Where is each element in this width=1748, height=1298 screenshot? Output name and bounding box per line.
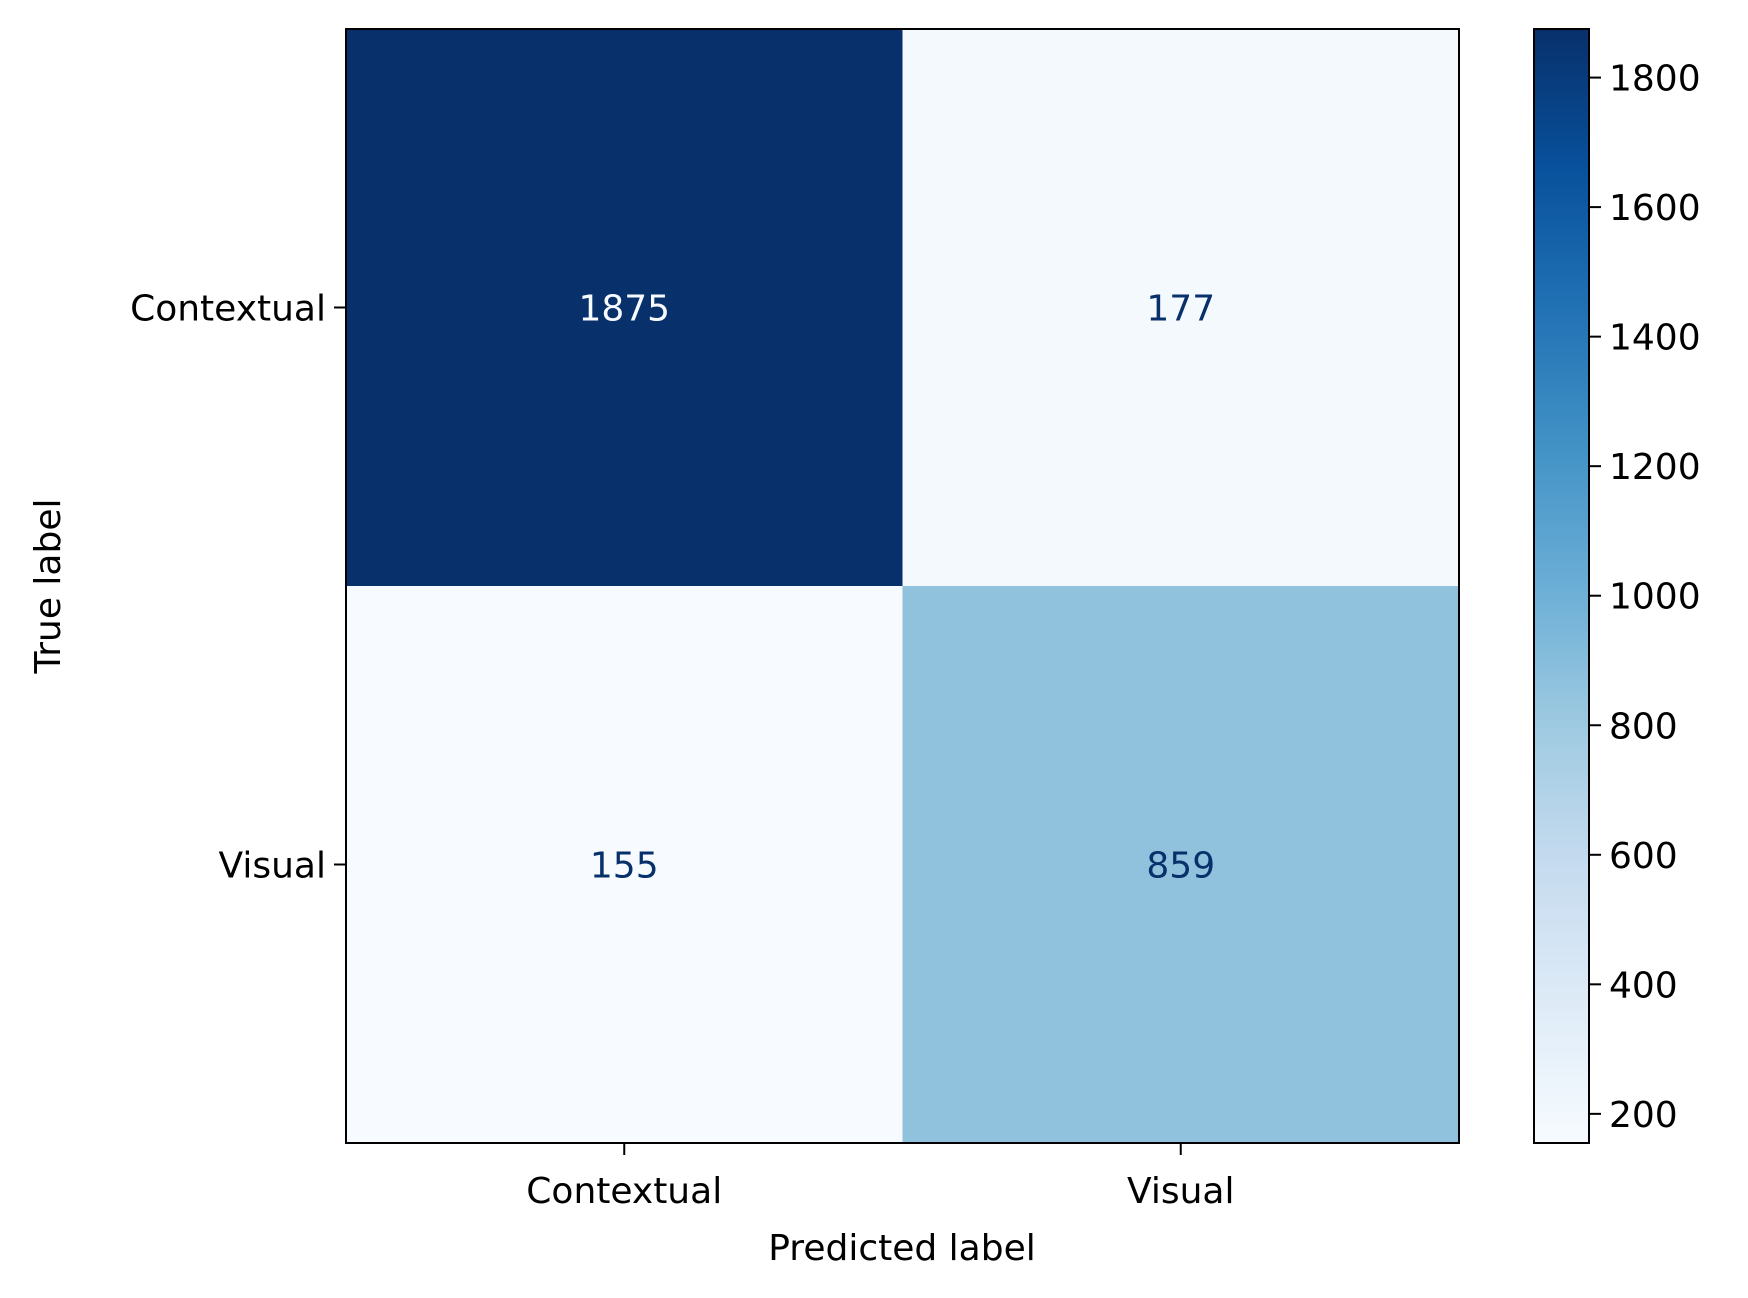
matrix-cell-value: 177 — [1146, 289, 1215, 330]
matrix-cell-value: 859 — [1146, 846, 1215, 887]
x-axis-ticks: Contextual Visual — [526, 1143, 1234, 1212]
colorbar-tick-label: 800 — [1609, 706, 1678, 747]
matrix-cell-value: 155 — [590, 846, 659, 887]
matrix-cell — [902, 29, 1460, 587]
y-axis-label: True label — [28, 499, 69, 675]
colorbar-tick-label: 1000 — [1609, 577, 1701, 618]
colorbar-tick-label: 200 — [1609, 1095, 1678, 1136]
x-axis-label: Predicted label — [768, 1228, 1036, 1269]
matrix-cell — [902, 586, 1460, 1144]
matrix-cell — [346, 586, 903, 1144]
matrix-cell-labels: 1875 177 155 859 — [578, 289, 1215, 887]
y-tick-label: Visual — [219, 846, 326, 887]
colorbar-tick-label: 400 — [1609, 965, 1678, 1006]
colorbar-gradient — [1534, 29, 1589, 1143]
x-tick-label: Visual — [1127, 1171, 1234, 1212]
y-axis-ticks: Contextual Visual — [130, 289, 346, 887]
colorbar-tick-label: 1600 — [1609, 188, 1701, 229]
matrix-cells — [346, 29, 1460, 1144]
colorbar-tick-label: 1200 — [1609, 447, 1701, 488]
colorbar-frame — [1533, 28, 1590, 1144]
colorbar-tick-label: 600 — [1609, 836, 1678, 877]
colorbar-ticks: 200 400 600 800 1000 1200 1400 1600 1800 — [1589, 59, 1701, 1136]
y-tick-label: Contextual — [130, 289, 326, 330]
x-tick-label: Contextual — [526, 1171, 722, 1212]
colorbar-tick-label: 1400 — [1609, 318, 1701, 359]
matrix-cell — [346, 29, 903, 587]
plot-frame — [345, 28, 1460, 1144]
colorbar-tick-label: 1800 — [1609, 59, 1701, 100]
matrix-cell-value: 1875 — [578, 289, 670, 330]
